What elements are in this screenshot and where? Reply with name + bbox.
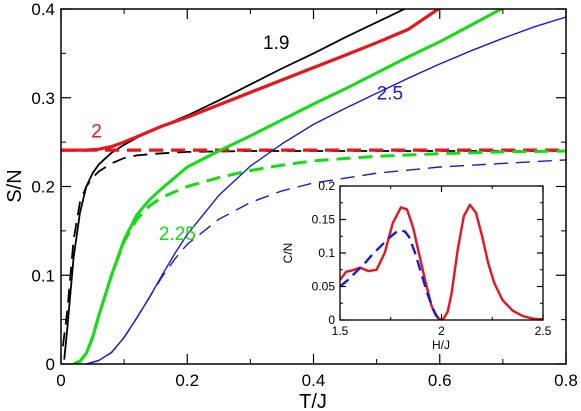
- inset-plot-frame: [339, 185, 544, 321]
- main-y-tick-label-2: 0.2: [31, 178, 55, 197]
- main-x-axis-title: T/J: [299, 391, 327, 411]
- series-label-0: 1.9: [263, 33, 289, 54]
- main-x-tick-label-1: 0.2: [175, 371, 199, 390]
- main-x-tick-label-2: 0.4: [302, 371, 326, 390]
- main-y-tick-label-0: 0: [46, 355, 55, 374]
- main-x-tick-label-0: 0: [56, 371, 65, 390]
- main-series-group: [61, 9, 566, 364]
- main-y-tick-label-4: 0.4: [31, 0, 55, 19]
- series-label-2: 2.25: [159, 224, 196, 245]
- main-x-tick-label-4: 0.8: [554, 371, 578, 390]
- main-plot-frame: [60, 8, 567, 365]
- main-series-labels: 1.9 2 2.25 2.5: [91, 33, 403, 245]
- main-series-line-4: [73, 9, 504, 364]
- inset-series-line-1: [340, 228, 443, 320]
- inset-y-tick-label-3: 0.15: [312, 213, 336, 227]
- inset-y-tick-label-2: 0.1: [318, 246, 335, 260]
- inset-y-axis-title: C/N: [281, 243, 295, 264]
- series-label-3: 2.5: [377, 84, 403, 105]
- main-y-axis-title: S/N: [4, 169, 26, 202]
- main-x-tick-label-3: 0.6: [428, 371, 452, 390]
- inset-x-tick-label-0: 1.5: [332, 324, 349, 338]
- main-series-line-1: [62, 150, 566, 347]
- main-series-line-2: [61, 9, 441, 152]
- inset-y-tick-label-4: 0.2: [318, 179, 335, 193]
- inset-background: [340, 186, 543, 320]
- inset-plot: 1.5 2 2.5 0 0.05 0.1 0.15 0.2 H/J C/N: [281, 179, 552, 352]
- main-series-line-7: [86, 159, 566, 364]
- main-y-tick-label-3: 0.3: [31, 89, 55, 108]
- main-series-line-5: [73, 149, 566, 364]
- main-y-tick-label-1: 0.1: [31, 266, 55, 285]
- main-plot: 1.9 2 2.25 2.5 0 0.2 0.4 0.6 0.8 0 0.1 0.2 0.3 0.4 T…: [4, 0, 578, 411]
- inset-x-tick-label-1: 2: [438, 324, 445, 338]
- inset-y-tick-label-1: 0.05: [312, 280, 336, 294]
- inset-x-axis-title: H/J: [432, 338, 450, 352]
- inset-x-tick-label-2: 2.5: [535, 324, 552, 338]
- series-label-1: 2: [91, 122, 102, 143]
- main-axis-ticks: 0 0.2 0.4 0.6 0.8 0 0.1 0.2 0.3 0.4: [31, 0, 577, 390]
- inset-y-tick-label-0: 0: [328, 313, 335, 327]
